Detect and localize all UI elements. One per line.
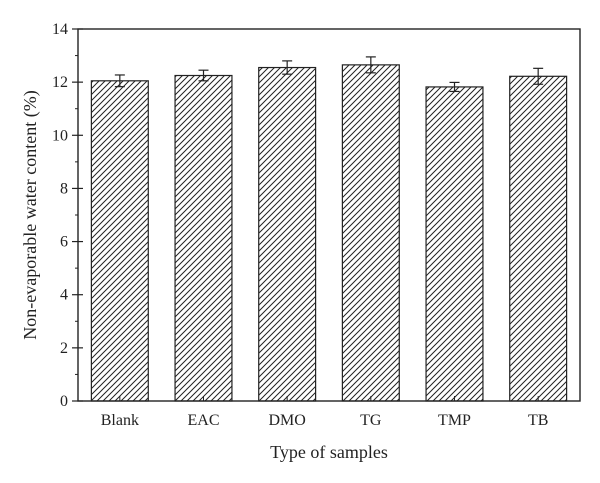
- bar-tb: [509, 75, 568, 402]
- y-tick-label: 14: [52, 21, 68, 38]
- y-tick-label: 4: [60, 287, 68, 304]
- x-tick-label-blank: Blank: [101, 412, 139, 429]
- error-bar-dmo: [282, 60, 293, 75]
- x-axis-title: Type of samples: [270, 442, 388, 462]
- bars-layer: [90, 56, 568, 402]
- x-tick-label-dmo: DMO: [268, 412, 305, 429]
- error-bar-blank: [114, 74, 125, 88]
- x-tick-label-tb: TB: [528, 412, 548, 429]
- bar-blank: [90, 80, 149, 402]
- error-bar-tg: [365, 56, 376, 74]
- y-tick-label: 8: [60, 180, 68, 197]
- y-tick-label: 0: [60, 393, 68, 410]
- x-tick-label-tg: TG: [360, 412, 382, 429]
- bar-tg: [341, 64, 400, 402]
- y-tick-label: 12: [52, 74, 68, 91]
- x-tick-label-tmp: TMP: [438, 412, 471, 429]
- bar-tmp: [425, 86, 484, 402]
- bar-dmo: [258, 66, 317, 402]
- axes-layer: Blank EAC DMO TG TMP TB 0 2 4 6 8 10 12 14: [52, 21, 581, 429]
- plot-frame: [77, 28, 581, 402]
- y-axis-title: Non-evaporable water content (%): [20, 90, 41, 339]
- error-bar-tmp: [449, 81, 460, 93]
- error-bar-tb: [533, 67, 544, 85]
- y-tick-label: 10: [52, 127, 68, 144]
- error-bar-eac: [198, 69, 209, 82]
- x-tick-label-eac: EAC: [188, 412, 220, 429]
- bar-eac: [174, 74, 233, 402]
- y-tick-label: 6: [60, 234, 68, 251]
- y-tick-label: 2: [60, 340, 68, 357]
